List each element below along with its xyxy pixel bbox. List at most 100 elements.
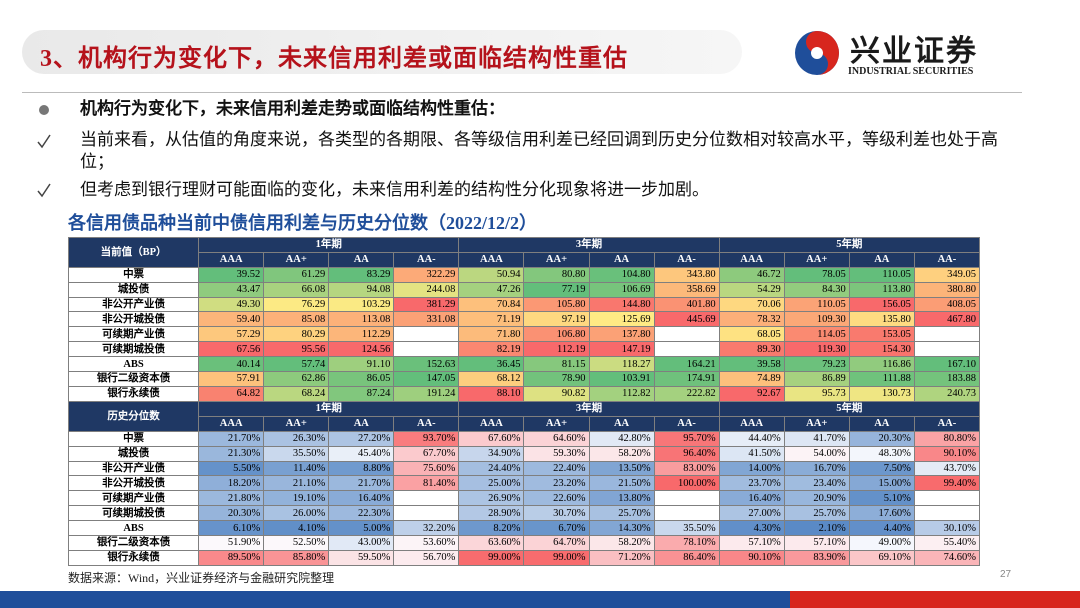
value-cell: 113.08 <box>328 311 395 328</box>
data-row: ABS 40.14 57.74 91.10 152.63 36.45 81.15 118.27… <box>67 356 981 373</box>
value-cell: 153.05 <box>848 326 915 343</box>
grade-header: AAA <box>458 415 525 432</box>
value-cell: 22.40% <box>523 460 590 477</box>
grade-header: AA <box>588 251 655 268</box>
grade-header: AA+ <box>263 251 330 268</box>
header-row: 当前值（BP） 1年期 3年期 5年期 <box>67 237 981 268</box>
value-cell: 16.40% <box>328 490 395 507</box>
value-cell: 71.80 <box>458 326 525 343</box>
value-cell: 18.20% <box>198 475 265 492</box>
value-cell: 99.00% <box>458 549 525 566</box>
value-cell: 51.90% <box>198 535 265 551</box>
value-cell: 61.29 <box>263 266 330 283</box>
value-cell: 64.82 <box>198 385 265 402</box>
header-row: 历史分位数 1年期 3年期 5年期 <box>67 401 981 432</box>
value-cell: 88.10 <box>458 385 525 402</box>
period-header: 1年期 <box>198 237 460 253</box>
grade-header: AAA <box>198 415 265 432</box>
value-cell: 34.90% <box>458 445 525 462</box>
value-cell: 83.90% <box>783 549 850 566</box>
value-cell: 90.10% <box>913 445 981 462</box>
grade-header: AA+ <box>523 251 590 268</box>
value-cell <box>913 326 981 343</box>
value-cell: 52.50% <box>263 535 330 551</box>
value-cell: 13.80% <box>588 490 655 507</box>
value-cell: 8.80% <box>328 460 395 477</box>
value-cell: 17.60% <box>848 505 915 522</box>
value-cell: 86.40% <box>653 549 720 566</box>
value-cell: 222.82 <box>653 385 720 402</box>
value-cell: 53.60% <box>393 535 460 551</box>
logo-subtitle: INDUSTRIAL SECURITIES <box>848 66 974 77</box>
value-cell: 97.19 <box>523 311 590 328</box>
row-label: 非公开产业债 <box>67 460 200 477</box>
value-cell: 21.70% <box>328 475 395 492</box>
value-cell: 343.80 <box>653 266 720 283</box>
value-cell: 71.20% <box>588 549 655 566</box>
value-cell: 154.30 <box>848 341 915 358</box>
value-cell: 244.08 <box>393 281 460 298</box>
value-cell: 86.89 <box>783 371 850 387</box>
value-cell: 103.29 <box>328 296 395 313</box>
value-cell: 43.00% <box>328 535 395 551</box>
value-cell: 110.05 <box>783 296 850 313</box>
grade-header: AA <box>848 251 915 268</box>
row-label: 可续期产业债 <box>67 490 200 507</box>
value-cell: 349.05 <box>913 266 981 283</box>
value-cell: 104.80 <box>588 266 655 283</box>
value-cell: 322.29 <box>393 266 460 283</box>
value-cell: 49.00% <box>848 535 915 551</box>
grade-header: AAA <box>718 415 785 432</box>
grade-header: AA- <box>913 251 981 268</box>
value-cell: 21.70% <box>198 430 265 447</box>
value-cell: 84.30 <box>783 281 850 298</box>
value-cell: 112.29 <box>328 326 395 343</box>
value-cell: 90.82 <box>523 385 590 402</box>
value-cell: 90.10% <box>718 549 785 566</box>
value-cell: 83.00% <box>653 460 720 477</box>
value-cell: 381.29 <box>393 296 460 313</box>
value-cell: 57.10% <box>783 535 850 551</box>
value-cell: 105.80 <box>523 296 590 313</box>
value-cell: 78.05 <box>783 266 850 283</box>
value-cell: 100.00% <box>653 475 720 492</box>
data-row: 银行二级资本债 57.91 62.86 86.05 147.05 68.12 78.90 10… <box>67 371 981 387</box>
value-cell: 78.10% <box>653 535 720 551</box>
grade-header: AA+ <box>523 415 590 432</box>
value-cell: 95.70% <box>653 430 720 447</box>
value-cell: 191.24 <box>393 385 460 402</box>
value-cell: 62.86 <box>263 371 330 387</box>
value-cell: 124.56 <box>328 341 395 358</box>
value-cell: 14.00% <box>718 460 785 477</box>
value-cell: 58.20% <box>588 445 655 462</box>
value-cell: 59.50% <box>328 549 395 566</box>
data-row: 非公开产业债 5.50% 11.40% 8.80% 75.60% 24.40% 22.40%… <box>67 460 981 477</box>
value-cell: 7.50% <box>848 460 915 477</box>
data-row: ABS 6.10% 4.10% 5.00% 32.20% 8.20% 6.70% 14.30%… <box>67 520 981 537</box>
value-cell: 16.40% <box>718 490 785 507</box>
value-cell: 89.50% <box>198 549 265 566</box>
value-cell: 89.30 <box>718 341 785 358</box>
value-cell: 86.05 <box>328 371 395 387</box>
value-cell <box>913 505 981 522</box>
source: 数据来源：Wind，兴业证券经济与金融研究院整理 <box>68 571 335 585</box>
value-cell: 57.74 <box>263 356 330 373</box>
row-label: 可续期城投债 <box>67 341 200 358</box>
grade-header: AAA <box>458 251 525 268</box>
value-cell: 78.90 <box>523 371 590 387</box>
value-cell: 5.50% <box>198 460 265 477</box>
data-row: 非公开产业债 49.30 76.29 103.29 381.29 70.84 105.80 1… <box>67 296 981 313</box>
value-cell: 380.80 <box>913 281 981 298</box>
value-cell: 59.40 <box>198 311 265 328</box>
data-row: 城投债 21.30% 35.50% 45.40% 67.70% 34.90% 59.30% 5… <box>67 445 981 462</box>
value-cell: 408.05 <box>913 296 981 313</box>
value-cell: 358.69 <box>653 281 720 298</box>
bullet-point: 但考虑到银行理财可能面临的变化，未来信用利差的结构性分化现象将进一步加剧。 <box>80 180 709 199</box>
value-cell <box>393 326 460 343</box>
data-row: 可续期城投债 67.56 95.56 124.56 82.19 112.19 147.19 8… <box>67 341 981 358</box>
row-label: 非公开城投债 <box>67 475 200 492</box>
row-label: 可续期城投债 <box>67 505 200 522</box>
row-label: ABS <box>67 356 200 373</box>
value-cell: 54.00% <box>783 445 850 462</box>
